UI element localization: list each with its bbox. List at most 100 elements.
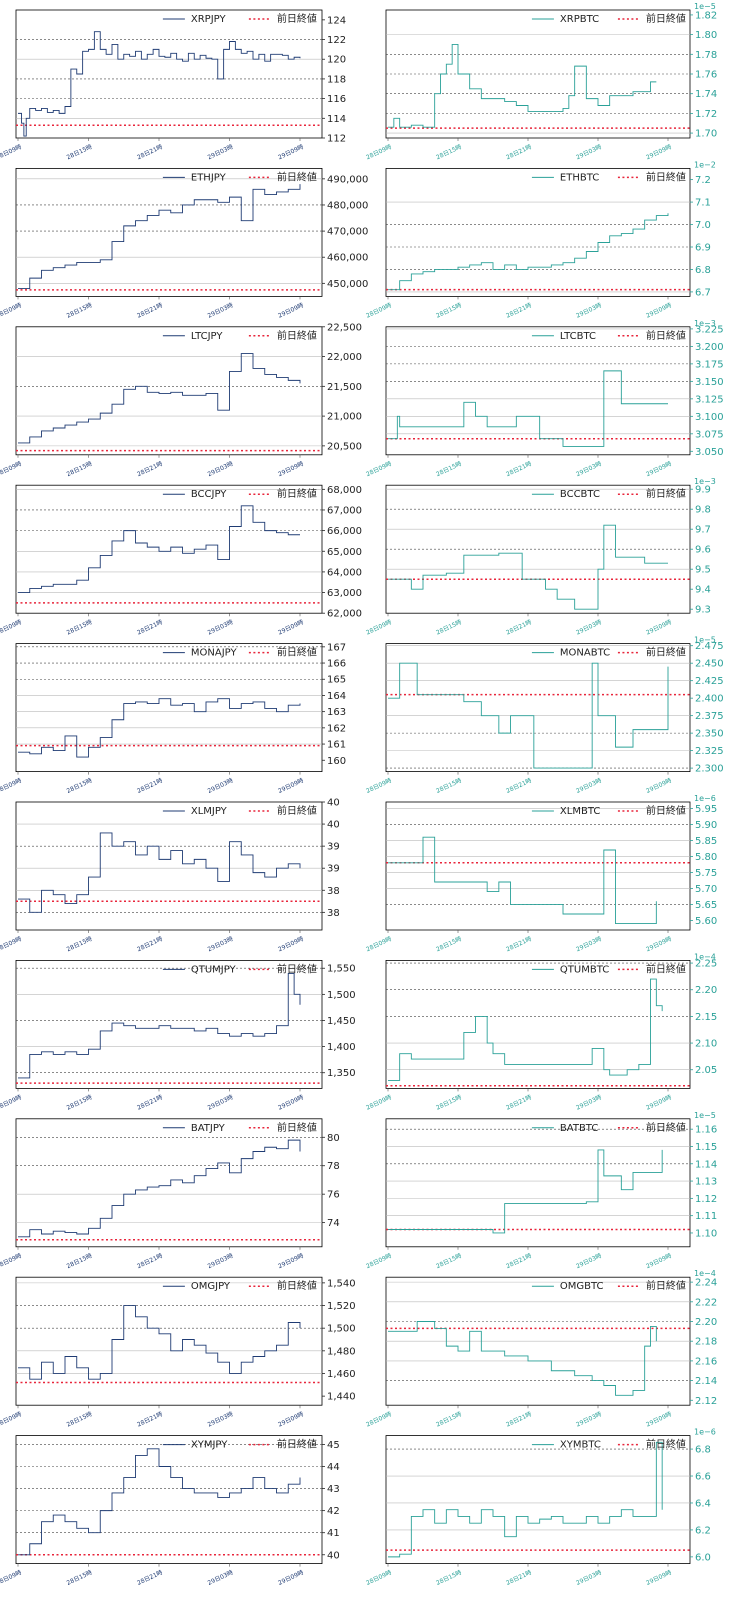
x-tick-label: 29日09時 [277, 776, 305, 795]
y-tick-label: 1.74 [695, 89, 717, 100]
legend-series-label: LTCBTC [560, 331, 596, 342]
y-tick-label: 42 [327, 1506, 340, 1517]
x-tick-label: 29日03時 [206, 1410, 234, 1429]
y-tick-label: 164 [327, 691, 346, 702]
y-tick-label: 1.12 [695, 1194, 717, 1205]
y-tick-label: 166 [327, 659, 346, 670]
y-tick-label: 7.2 [695, 175, 711, 186]
y-tick-label: 6.4 [695, 1498, 711, 1509]
y-tick-label: 76 [327, 1190, 340, 1201]
x-tick-label: 28日15時 [65, 776, 93, 795]
y-tick-label: 3.050 [695, 447, 724, 458]
x-tick-label: 28日21時 [136, 1410, 164, 1429]
axis-exponent: 1e−4 [694, 1269, 716, 1278]
y-tick-label: 490,000 [327, 174, 368, 185]
y-tick-label: 6.6 [695, 1472, 711, 1483]
x-tick-label: 28日21時 [505, 143, 533, 162]
y-tick-label: 1,450 [327, 1016, 356, 1027]
x-tick-label: 29日03時 [575, 301, 603, 320]
x-tick-label: 29日09時 [277, 618, 305, 637]
chart-bccjpy: 62,000 63,000 64,000 65,000 66,000 67,000 68,0… [0, 484, 362, 637]
x-tick-label: 28日15時 [435, 935, 463, 954]
price-series-line [388, 44, 657, 128]
x-tick-label: 29日03時 [206, 618, 234, 637]
y-tick-label: 163 [327, 707, 346, 718]
y-tick-label: 1.16 [695, 1125, 717, 1136]
y-tick-label: 2.300 [695, 764, 724, 775]
legend-prev-close-label: 前日終値 [646, 804, 686, 817]
legend-prev-close-label: 前日終値 [646, 329, 686, 342]
price-series-line [388, 1441, 663, 1558]
chart-qtumjpy: 1,350 1,400 1,450 1,500 1,550 28日09時 28日15時 28日… [0, 960, 356, 1112]
x-tick-label: 29日09時 [277, 143, 305, 162]
x-tick-label: 28日21時 [505, 935, 533, 954]
y-tick-label: 1.15 [695, 1142, 717, 1153]
x-tick-label: 28日09時 [0, 776, 23, 795]
price-series-line [388, 213, 669, 291]
legend-series-label: OMGJPY [191, 1281, 231, 1292]
y-tick-label: 5.60 [695, 916, 717, 927]
x-tick-label: 29日09時 [645, 1568, 673, 1587]
y-tick-label: 120 [327, 55, 346, 66]
y-tick-label: 470,000 [327, 227, 368, 238]
y-tick-label: 2.350 [695, 729, 724, 740]
x-tick-label: 28日21時 [136, 459, 164, 478]
chart-ltcbtc: 3.050 3.075 3.100 3.125 3.150 3.175 3.200 3.225… [365, 319, 724, 478]
x-tick-label: 28日09時 [0, 143, 23, 162]
x-tick-label: 28日09時 [365, 618, 393, 637]
x-tick-label: 28日15時 [65, 1251, 93, 1270]
x-tick-label: 29日03時 [206, 301, 234, 320]
x-tick-label: 29日03時 [206, 1093, 234, 1112]
plot-frame [385, 801, 691, 931]
x-tick-label: 28日09時 [365, 143, 393, 162]
legend-series-label: BCCBTC [560, 489, 600, 500]
y-tick-label: 1.76 [695, 70, 717, 81]
x-tick-label: 28日21時 [136, 143, 164, 162]
y-tick-label: 160 [327, 756, 346, 767]
x-tick-label: 28日15時 [435, 776, 463, 795]
legend-series-label: OMGBTC [560, 1281, 604, 1292]
legend-series-label: ETHJPY [191, 172, 227, 183]
y-tick-label: 39 [327, 864, 340, 875]
y-tick-label: 40 [327, 820, 340, 831]
price-series-line [388, 1321, 657, 1396]
y-tick-label: 1,400 [327, 1042, 356, 1053]
y-tick-label: 21,000 [327, 412, 362, 423]
plot-frame [15, 9, 323, 139]
x-tick-label: 29日09時 [645, 935, 673, 954]
x-tick-label: 28日09時 [0, 1251, 23, 1270]
legend-prev-close-label: 前日終値 [646, 646, 686, 659]
chart-xymjpy: 40 41 42 43 44 45 28日09時 28日15時 28日21時 29日03時 29日0… [0, 1435, 340, 1587]
y-tick-label: 2.325 [695, 746, 724, 757]
x-tick-label: 28日09時 [0, 1410, 23, 1429]
y-tick-label: 460,000 [327, 253, 368, 264]
legend-series-label: XYMBTC [560, 1440, 601, 1451]
y-tick-label: 5.90 [695, 820, 717, 831]
x-tick-label: 28日09時 [365, 935, 393, 954]
y-tick-label: 2.15 [695, 1012, 717, 1023]
price-series-line [18, 353, 301, 444]
legend-prev-close-label: 前日終値 [277, 329, 317, 342]
y-tick-label: 1,500 [327, 1324, 356, 1335]
y-tick-label: 5.95 [695, 804, 717, 815]
y-tick-label: 2.25 [695, 959, 717, 970]
x-tick-label: 28日09時 [0, 935, 23, 954]
x-tick-label: 28日21時 [136, 618, 164, 637]
legend-series-label: BCCJPY [191, 489, 227, 500]
price-series-line [18, 1448, 301, 1556]
x-tick-label: 28日21時 [505, 1251, 533, 1270]
x-tick-label: 28日15時 [435, 301, 463, 320]
legend-series-label: BATBTC [560, 1123, 598, 1134]
x-tick-label: 28日15時 [65, 618, 93, 637]
y-tick-label: 74 [327, 1218, 340, 1229]
y-tick-label: 9.5 [695, 565, 711, 576]
price-series-line [18, 1139, 301, 1238]
y-tick-label: 78 [327, 1161, 340, 1172]
y-tick-label: 41 [327, 1528, 340, 1539]
legend-series-label: MONAJPY [191, 648, 238, 659]
y-tick-label: 114 [327, 114, 346, 125]
x-tick-label: 29日09時 [277, 1568, 305, 1587]
y-tick-label: 2.400 [695, 694, 724, 705]
